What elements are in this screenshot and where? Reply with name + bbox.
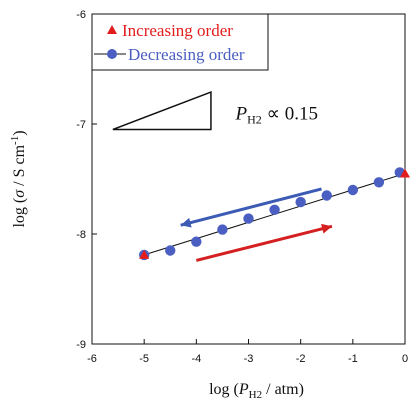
x-tick-label: -1 xyxy=(348,353,358,365)
data-point-decreasing xyxy=(321,190,332,201)
trend-arrow-left xyxy=(180,187,322,227)
y-tick-label: -6 xyxy=(76,9,86,21)
y-tick-label: -7 xyxy=(76,119,86,131)
x-tick-label: 0 xyxy=(402,353,408,365)
legend-label-increasing: Increasing order xyxy=(122,21,233,40)
data-point-decreasing xyxy=(191,236,202,247)
data-point-decreasing xyxy=(217,224,228,235)
y-tick-label: -9 xyxy=(76,339,86,351)
legend-box xyxy=(91,13,269,71)
x-tick-label: -3 xyxy=(244,353,254,365)
legend-label-decreasing: Decreasing order xyxy=(128,45,245,64)
data-point-decreasing xyxy=(347,184,359,196)
legend: Increasing order Decreasing order xyxy=(91,13,269,71)
slope-annotation: PH2 ∝ 0.15 xyxy=(234,104,318,127)
arrowhead-left xyxy=(180,217,192,228)
arrowhead-right xyxy=(321,223,332,234)
trend-arrow-right xyxy=(195,224,333,262)
slope-triangle xyxy=(112,91,212,131)
y-axis-label: log (σ / S cm-1) xyxy=(9,130,28,227)
data-point-decreasing xyxy=(295,196,306,208)
x-axis-label: log (PH2 / atm) xyxy=(209,381,304,401)
x-tick-label: -5 xyxy=(139,353,149,365)
data-point-decreasing xyxy=(373,177,385,188)
y-tick-label: -8 xyxy=(76,229,86,241)
x-tick-label: -4 xyxy=(191,353,201,365)
data-point-increasing xyxy=(400,168,410,178)
x-tick-label: -6 xyxy=(87,353,97,365)
x-tick-label: -2 xyxy=(296,353,306,365)
data-point-decreasing xyxy=(165,245,176,256)
legend-marker-increasing xyxy=(107,25,117,34)
data-point-increasing xyxy=(139,249,150,259)
legend-marker-decreasing xyxy=(107,49,117,59)
data-point-decreasing xyxy=(243,213,254,224)
data-point-decreasing xyxy=(269,204,280,215)
